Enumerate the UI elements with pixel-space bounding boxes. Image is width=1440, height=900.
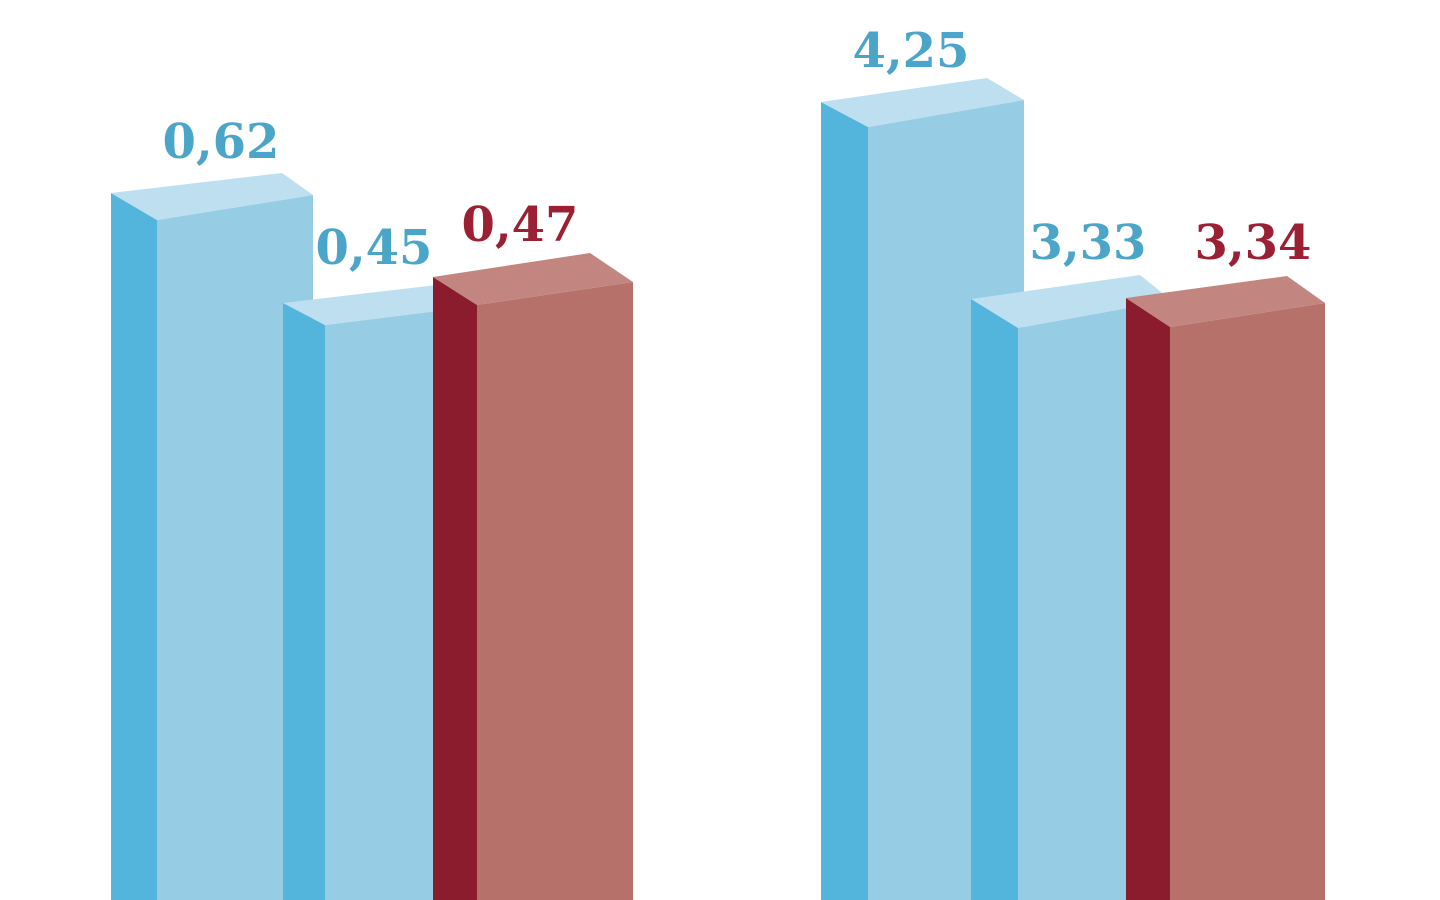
bar-group1-bar1-top-face <box>111 173 313 220</box>
bar-group2-bar2-top-face <box>971 275 1171 328</box>
bar-group2-bar1-top-face <box>821 78 1024 127</box>
bar-value-label-group2-bar1: 4,25 <box>853 23 970 79</box>
labels-layer: 0,62 0,45 0,47 4,25 3,33 3,34 <box>163 23 1312 276</box>
bar-value-label-group2-bar3: 3,34 <box>1195 215 1312 271</box>
bar-group1-bar3-side-face <box>433 277 477 900</box>
bar-group1-bar1-front-face <box>157 195 313 900</box>
bar-group1-bar2-side-face <box>283 303 325 900</box>
bar-value-label-group2-bar2: 3,33 <box>1030 215 1147 271</box>
bars-layer <box>111 78 1325 900</box>
bar-group2-bar2-side-face <box>971 299 1018 900</box>
bar-value-label-group1-bar3: 0,47 <box>462 197 579 253</box>
bar-group1-bar3-top-face <box>433 253 633 305</box>
bar-group1-bar3-front-face <box>477 282 633 900</box>
bar-group2-bar1-side-face <box>821 102 868 900</box>
bar-value-label-group1-bar1: 0,62 <box>163 114 280 170</box>
bar-group2-bar3-front-face <box>1170 303 1325 900</box>
bar-group2-bar3-side-face <box>1126 298 1170 900</box>
bar-value-label-group1-bar2: 0,45 <box>316 220 433 276</box>
bar-group1-bar1-side-face <box>111 193 157 900</box>
bar-group2-bar3-top-face <box>1126 276 1325 327</box>
